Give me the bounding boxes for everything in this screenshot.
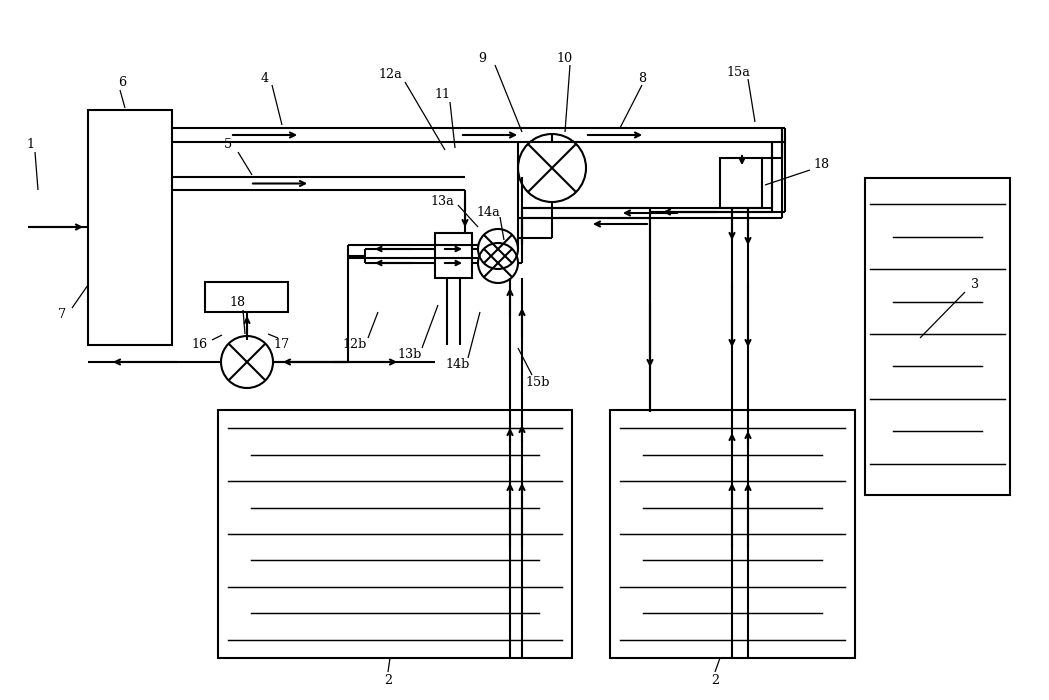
Text: 3: 3 xyxy=(971,279,979,291)
Text: 13b: 13b xyxy=(398,349,422,361)
Bar xyxy=(611,410,855,658)
Bar xyxy=(865,178,1010,495)
Text: 13a: 13a xyxy=(430,195,454,209)
Text: 7: 7 xyxy=(58,309,66,321)
Text: 8: 8 xyxy=(638,71,646,85)
Bar xyxy=(435,233,472,278)
Text: 4: 4 xyxy=(261,71,269,85)
Bar xyxy=(88,110,172,345)
Text: 10: 10 xyxy=(557,52,573,64)
Bar xyxy=(218,410,572,658)
Text: 11: 11 xyxy=(434,88,450,102)
Text: 2: 2 xyxy=(384,673,392,687)
Bar xyxy=(720,158,762,208)
Text: 15a: 15a xyxy=(726,66,750,78)
Text: 18: 18 xyxy=(814,158,830,172)
Text: 9: 9 xyxy=(478,52,486,64)
Bar xyxy=(205,282,288,312)
Text: 14a: 14a xyxy=(476,206,500,218)
Text: 18: 18 xyxy=(230,295,247,309)
Text: 2: 2 xyxy=(711,673,719,687)
Text: 6: 6 xyxy=(117,76,126,88)
Text: 12b: 12b xyxy=(343,339,367,351)
Text: 12a: 12a xyxy=(378,69,402,81)
Text: 15b: 15b xyxy=(526,375,551,389)
Text: 5: 5 xyxy=(223,139,232,151)
Text: 16: 16 xyxy=(192,339,208,351)
Text: 14b: 14b xyxy=(446,358,470,372)
Text: 17: 17 xyxy=(274,339,291,351)
Text: 1: 1 xyxy=(26,139,34,151)
